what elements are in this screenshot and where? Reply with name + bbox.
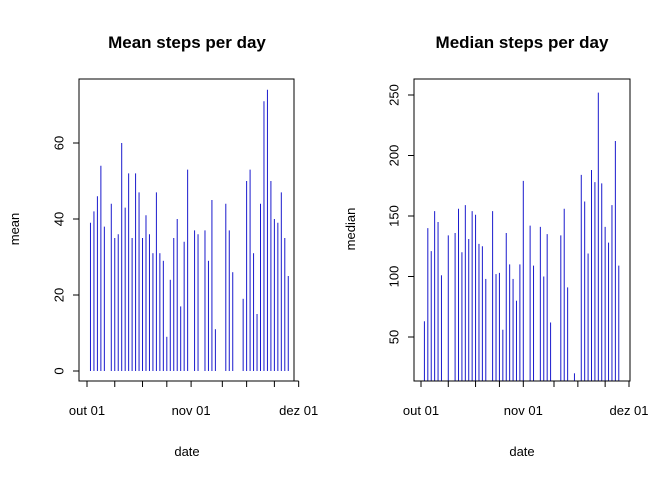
mean-x-tick-label: nov 01 (172, 403, 211, 418)
median-x-tick-label: dez 01 (609, 403, 648, 418)
median-y-tick-label: 100 (387, 266, 402, 288)
median-y-tick-label: 150 (387, 205, 402, 227)
mean-chart-bars (89, 89, 289, 371)
median-chart-plot-box (413, 78, 631, 382)
median-y-tick-label: 250 (387, 84, 402, 106)
mean-chart-xlabel: date (174, 444, 199, 459)
median-chart-panel: Median steps per day date median 50 100 15… (343, 33, 649, 459)
mean-chart-panel: Mean steps per day date mean 0 20 40 60 out… (7, 33, 318, 459)
median-chart-bars (423, 92, 620, 381)
mean-chart-y-axis: 0 20 40 60 (52, 136, 80, 375)
median-chart-x-axis: out 01 nov 01 dez 01 (403, 380, 649, 418)
mean-y-tick-label: 20 (52, 288, 67, 302)
median-x-tick-label: nov 01 (504, 403, 543, 418)
mean-y-tick-label: 60 (52, 136, 67, 150)
mean-x-tick-label: out 01 (69, 403, 105, 418)
mean-chart-title: Mean steps per day (108, 33, 266, 52)
median-y-tick-label: 50 (387, 330, 402, 344)
mean-y-tick-label: 0 (52, 367, 67, 374)
median-chart-y-axis: 50 100 150 200 250 (387, 84, 415, 344)
mean-x-tick-label: dez 01 (279, 403, 318, 418)
median-chart-xlabel: date (509, 444, 534, 459)
mean-chart-ylabel: mean (7, 213, 22, 246)
median-y-tick-label: 200 (387, 145, 402, 167)
median-chart-title: Median steps per day (436, 33, 609, 52)
median-chart-ylabel: median (343, 208, 358, 251)
mean-y-tick-label: 40 (52, 212, 67, 226)
mean-chart-x-axis: out 01 nov 01 dez 01 (69, 380, 318, 418)
median-x-tick-label: out 01 (403, 403, 439, 418)
